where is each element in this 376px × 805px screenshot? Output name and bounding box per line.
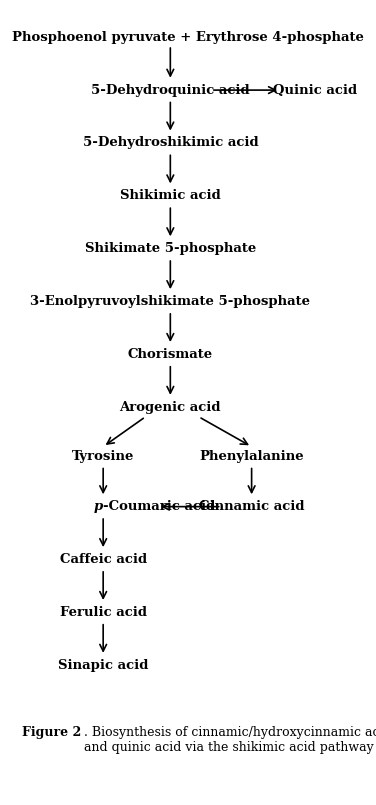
Text: 5-Dehydroshikimic acid: 5-Dehydroshikimic acid xyxy=(82,137,258,150)
Text: Figure 2: Figure 2 xyxy=(22,726,81,739)
Text: Shikimate 5-phosphate: Shikimate 5-phosphate xyxy=(85,242,256,255)
Text: Ferulic acid: Ferulic acid xyxy=(60,606,147,619)
Text: -Coumaric acid: -Coumaric acid xyxy=(103,500,215,513)
Text: Phosphoenol pyruvate + Erythrose 4-phosphate: Phosphoenol pyruvate + Erythrose 4-phosp… xyxy=(12,31,364,43)
Text: Shikimic acid: Shikimic acid xyxy=(120,189,221,202)
Text: Caffeic acid: Caffeic acid xyxy=(60,553,147,566)
Text: Chorismate: Chorismate xyxy=(128,348,213,361)
Text: . Biosynthesis of cinnamic/hydroxycinnamic acids
and quinic acid via the shikimi: . Biosynthesis of cinnamic/hydroxycinnam… xyxy=(84,726,376,754)
Text: Cinnamic acid: Cinnamic acid xyxy=(199,500,304,513)
Text: Phenylalanine: Phenylalanine xyxy=(199,450,304,463)
Text: 5-Dehydroquinic acid: 5-Dehydroquinic acid xyxy=(91,84,250,97)
Text: 3-Enolpyruvoylshikimate 5-phosphate: 3-Enolpyruvoylshikimate 5-phosphate xyxy=(30,295,310,308)
Text: Tyrosine: Tyrosine xyxy=(72,450,134,463)
Text: Quinic acid: Quinic acid xyxy=(273,84,357,97)
Text: p: p xyxy=(94,500,103,513)
Text: Sinapic acid: Sinapic acid xyxy=(58,658,149,671)
Text: Arogenic acid: Arogenic acid xyxy=(120,401,221,414)
